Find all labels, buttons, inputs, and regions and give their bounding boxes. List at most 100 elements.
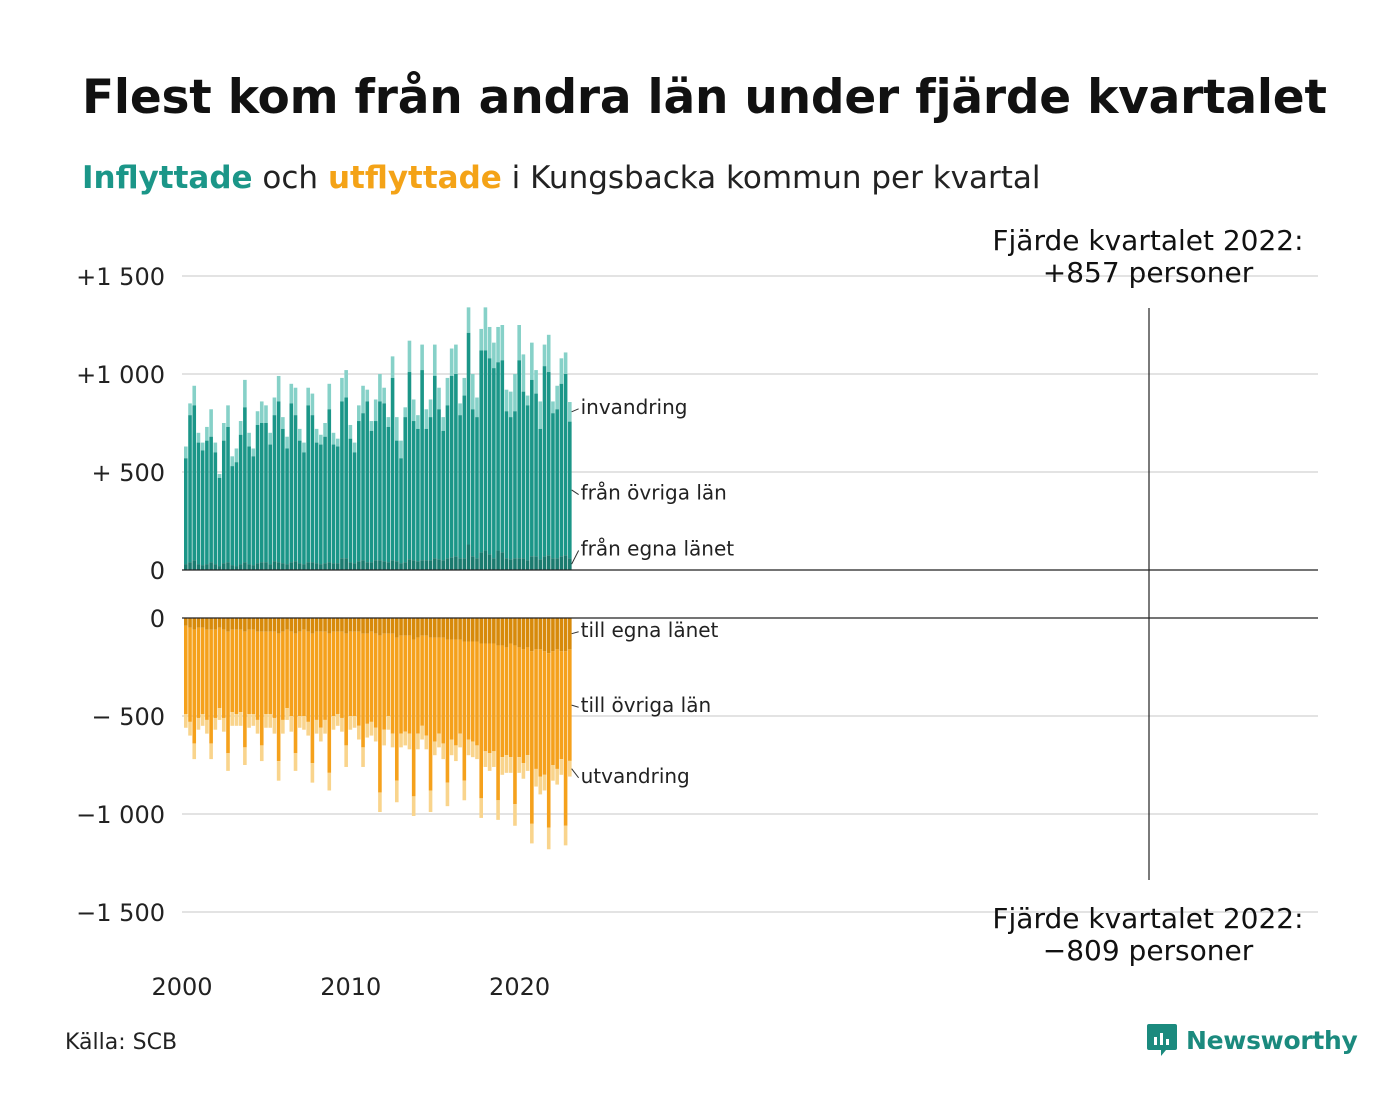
bar-inflow-ovriga-lan [411,421,416,561]
bar-inflow-invandring [563,352,568,374]
bar-inflow-ovriga-lan [551,413,555,559]
bar-inflow-invandring [386,417,391,427]
bar-outflow-ovriga-lan [492,643,496,752]
bar-outflow-utvandring [525,755,530,771]
bar-inflow-invandring [264,405,268,423]
y-tick-label: −1 500 [76,899,165,927]
bar-outflow-egna-lanet [479,618,483,644]
bar-inflow-ovriga-lan [382,403,386,562]
bar-outflow-egna-lanet [378,618,382,636]
bar-inflow-invandring [504,389,509,412]
bar-inflow-ovriga-lan [513,411,517,559]
bar-outflow-utvandring [272,717,277,734]
chart-subtitle: Inflyttade och utflyttade i Kungsbacka k… [82,160,1041,196]
bar-outflow-ovriga-lan [200,627,205,715]
bar-outflow-utvandring [462,780,467,801]
bar-inflow-egna-lanet [470,556,475,570]
bar-outflow-utvandring [310,763,315,783]
bar-outflow-utvandring [289,716,294,732]
bar-inflow-egna-lanet [496,550,500,570]
bar-outflow-egna-lanet [559,618,564,652]
bar-inflow-invandring [238,421,243,435]
bar-outflow-egna-lanet [420,618,424,636]
bar-outflow-utvandring [555,768,559,785]
bar-outflow-ovriga-lan [508,643,513,758]
bar-outflow-ovriga-lan [542,651,547,775]
bar-inflow-egna-lanet [272,561,277,570]
bar-inflow-ovriga-lan [542,366,547,557]
bar-inflow-invandring [361,385,365,414]
bar-outflow-ovriga-lan [369,631,374,722]
bar-inflow-egna-lanet [432,558,437,570]
bar-inflow-egna-lanet [542,556,547,570]
newsworthy-logo[interactable]: Newsworthy [1146,1022,1358,1058]
bar-inflow-egna-lanet [437,559,441,570]
bar-inflow-egna-lanet [281,563,285,570]
bar-inflow-invandring [411,399,416,422]
bar-inflow-egna-lanet [420,560,424,570]
bar-outflow-ovriga-lan [361,633,365,748]
bar-outflow-ovriga-lan [340,631,344,718]
x-tick-label: 2020 [489,973,550,1001]
bar-inflow-ovriga-lan [276,401,281,563]
bar-outflow-ovriga-lan [555,649,559,769]
bar-outflow-utvandring [424,735,429,750]
bar-inflow-ovriga-lan [234,462,239,567]
bar-inflow-invandring [492,342,496,369]
bar-inflow-egna-lanet [259,562,264,570]
bar-inflow-egna-lanet [276,562,281,570]
bar-inflow-ovriga-lan [369,430,374,563]
bar-inflow-ovriga-lan [238,434,243,565]
bar-inflow-egna-lanet [344,558,348,570]
bar-outflow-egna-lanet [361,618,365,634]
bar-inflow-egna-lanet [424,560,429,570]
bar-inflow-egna-lanet [369,562,374,570]
bar-outflow-ovriga-lan [534,649,538,769]
bar-inflow-egna-lanet [243,562,247,570]
bar-inflow-egna-lanet [289,562,294,570]
bar-inflow-egna-lanet [352,563,357,570]
bar-inflow-invandring [475,397,479,418]
bar-inflow-invandring [458,403,462,416]
bar-outflow-ovriga-lan [496,645,500,801]
bar-outflow-utvandring [213,717,218,730]
bar-outflow-egna-lanet [470,618,475,642]
bar-outflow-utvandring [230,712,235,726]
bar-inflow-invandring [259,401,264,423]
bar-outflow-ovriga-lan [445,639,450,783]
series-label-connector [571,768,580,779]
series-label: utvandring [581,764,690,788]
bar-outflow-ovriga-lan [196,627,201,718]
bar-inflow-egna-lanet [563,555,568,570]
bar-inflow-egna-lanet [395,561,399,570]
bar-inflow-invandring [319,434,323,445]
bar-inflow-ovriga-lan [449,375,454,558]
bar-inflow-ovriga-lan [534,393,538,557]
bar-outflow-ovriga-lan [504,647,509,756]
bar-inflow-ovriga-lan [251,456,256,566]
bar-outflow-egna-lanet [259,618,264,632]
bar-inflow-egna-lanet [217,566,222,570]
bar-outflow-ovriga-lan [432,637,437,742]
bar-outflow-egna-lanet [403,618,408,636]
bar-outflow-ovriga-lan [323,631,327,720]
bar-outflow-utvandring [411,796,416,816]
bar-inflow-ovriga-lan [306,405,310,563]
bar-inflow-egna-lanet [500,552,505,570]
bar-inflow-invandring [373,399,378,422]
bar-outflow-utvandring [255,719,260,734]
bar-inflow-invandring [331,432,336,445]
bar-inflow-invandring [348,424,353,439]
bar-outflow-ovriga-lan [424,635,429,736]
bar-outflow-utvandring [357,725,361,740]
bar-inflow-ovriga-lan [432,375,437,559]
bar-inflow-ovriga-lan [538,428,543,560]
bar-outflow-utvandring [454,745,458,762]
bar-outflow-egna-lanet [344,618,348,634]
bar-inflow-ovriga-lan [407,372,412,560]
bar-outflow-ovriga-lan [500,645,505,758]
bar-inflow-egna-lanet [327,562,332,570]
annotation-bottom-line2: −809 personer [1043,934,1254,967]
bar-inflow-invandring [234,448,239,463]
bar-outflow-egna-lanet [285,618,289,630]
